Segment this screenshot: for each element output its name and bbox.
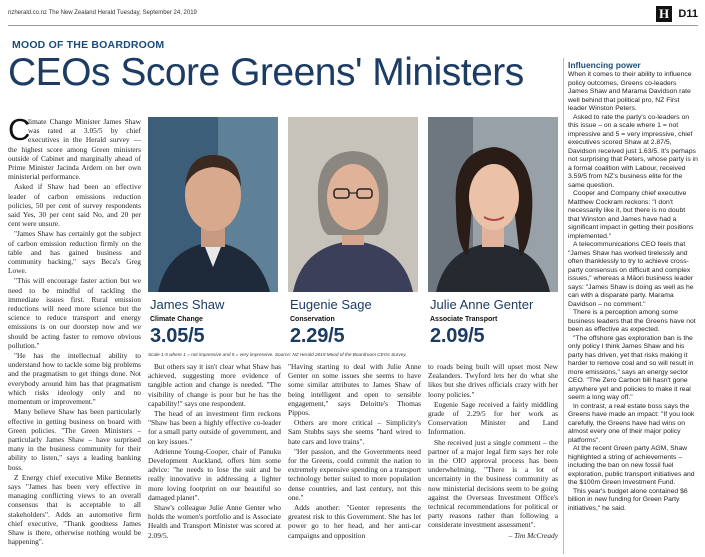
minister-name: Eugenie Sage xyxy=(290,297,372,312)
minister-portfolio: Conservation xyxy=(290,316,335,323)
minister-score: 2.09/5 xyxy=(430,325,485,347)
article-paragraph: "Having starting to deal with Julie Anne… xyxy=(288,362,421,418)
article-paragraph: Eugenie Sage received a fairly middling … xyxy=(428,399,558,437)
sidebar-divider xyxy=(563,58,564,554)
photo-eugenie-sage xyxy=(288,117,418,292)
herald-logo: H xyxy=(656,6,672,22)
sidebar-paragraph: In contrast, a real estate boss says the… xyxy=(568,402,695,444)
sidebar-paragraph: At the recent Green party AGM, Shaw high… xyxy=(568,445,695,486)
article-paragraph: She received just a single comment – the… xyxy=(428,437,558,530)
sidebar-paragraph: Cooper and Company chief executive Matth… xyxy=(568,190,694,240)
sidebar-paragraph: Asked to rate the party's co-leaders on … xyxy=(568,113,698,189)
article-paragraph: to roads being built will upset most New… xyxy=(428,362,558,399)
minister-portfolio: Associate Transport xyxy=(430,316,498,323)
sidebar-paragraph: There is a perception among some busines… xyxy=(568,309,696,333)
article-paragraph: Others are more critical – Simplicity's … xyxy=(288,418,421,446)
article-paragraph: But others say it isn't clear what Shaw … xyxy=(148,362,281,408)
minister-name: Julie Anne Genter xyxy=(430,297,534,312)
sidebar-paragraph: "The offshore gas exploration ban is the… xyxy=(568,334,694,402)
dropcap: C xyxy=(8,112,31,147)
article-paragraph: "This will encourage faster action but w… xyxy=(8,276,141,350)
sidebar-paragraph: When it comes to their ability to influe… xyxy=(568,71,692,112)
byline: – Tim McCready xyxy=(508,530,558,540)
article-column-3: "Having starting to deal with Julie Anne… xyxy=(288,362,421,554)
article-paragraph: Many believe Shaw has been particularly … xyxy=(8,407,141,472)
article-column-4: to roads being built will upset most New… xyxy=(428,362,558,554)
article-paragraph: Adrienne Young-Cooper, chair of Panuku D… xyxy=(148,446,281,502)
article-paragraph: "He has the intellectual ability to unde… xyxy=(8,351,141,407)
sidebar-column: When it comes to their ability to influe… xyxy=(568,71,698,513)
article-paragraph: "James Shaw has certainly got the subjec… xyxy=(8,229,141,276)
minister-name: James Shaw xyxy=(150,297,225,312)
sidebar-paragraph: This year's budget alone contained $6 bi… xyxy=(568,487,688,512)
minister-portfolio: Climate Change xyxy=(150,316,203,323)
article-paragraph: Z Energy chief executive Mike Bennetts s… xyxy=(8,472,141,547)
article-paragraph: Adds another: "Genter represents the gre… xyxy=(288,503,421,540)
header-dateline: nzherald.co.nz The New Zealand Herald Tu… xyxy=(8,10,197,16)
article-paragraph: "Her passion, and the Governments need f… xyxy=(288,446,421,502)
article-column-2: But others say it isn't clear what Shaw … xyxy=(148,362,281,554)
minister-score: 3.05/5 xyxy=(150,325,205,347)
sidebar-title: Influencing power xyxy=(568,60,641,70)
article-paragraph: The head of an investment firm reckons "… xyxy=(148,409,281,446)
article-paragraph: Shaw's colleague Julie Anne Genter who h… xyxy=(148,503,281,540)
section-label: MOOD OF THE BOARDROOM xyxy=(12,39,165,51)
sidebar-paragraph: A telecommunications CEO feels that "Jam… xyxy=(568,241,694,308)
article-paragraph: Asked if Shaw had been an effective lead… xyxy=(8,182,141,229)
page-number: D11 xyxy=(678,8,698,20)
scale-footnote: Scale 1-5 where 1 = not impressive and 5… xyxy=(148,352,407,357)
minister-score: 2.29/5 xyxy=(290,325,345,347)
photo-julie-anne-genter xyxy=(428,117,558,292)
photo-james-shaw xyxy=(148,117,278,292)
headline: CEOs Score Greens' Ministers xyxy=(8,51,524,94)
page-header: nzherald.co.nz The New Zealand Herald Tu… xyxy=(8,4,698,26)
